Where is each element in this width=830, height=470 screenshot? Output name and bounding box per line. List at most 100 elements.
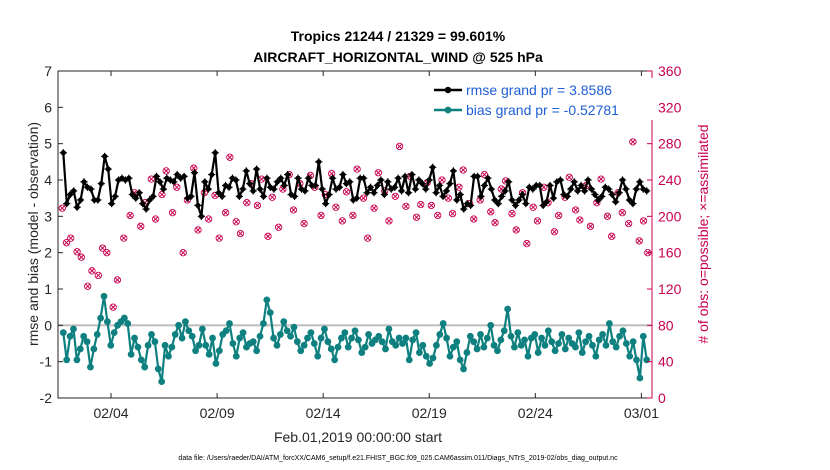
rmse-point [577,181,585,190]
obs-assimilated-marker [551,229,557,235]
obs-possible-marker [374,169,382,177]
bias-point [229,340,237,347]
rmse-point [97,180,105,188]
bias-point [327,345,335,353]
bias-point [232,352,240,360]
rmse-point [567,185,575,193]
obs-possible-marker [523,239,531,248]
obs-assimilated-marker [195,227,201,233]
bias-point [395,334,403,342]
bias-point [548,338,556,346]
bias-point [382,345,389,353]
obs-assimilated-stroke [159,191,165,198]
obs-possible-marker [444,194,452,202]
legend-box [432,78,654,120]
rmse-point [235,192,243,200]
rmse-point [370,189,378,197]
y-tick-label-right: 240 [658,172,682,188]
bias-point [616,332,623,340]
bias-point [344,343,352,351]
obs-assimilated-stroke [174,184,180,190]
rmse-point [435,181,444,190]
obs-assimilated-stroke [636,238,642,244]
obs-assimilated-marker [636,238,642,244]
rmse-point [249,187,257,195]
legend: rmse grand pr = 3.8586 bias grand pr = -… [432,78,654,120]
bias-point [215,347,223,355]
rmse-point [498,192,506,200]
bias-point [222,327,230,335]
rmse-point [598,192,606,200]
rmse-point [449,167,457,175]
bias-point [141,363,149,371]
obs-assimilated-stroke [206,216,212,222]
bias-point [198,325,206,333]
bias-point [300,341,308,349]
rmse-point [76,196,85,204]
bias-point [555,340,562,347]
obs-possible-marker [173,183,181,191]
bias-point [378,338,386,346]
bias-point [494,347,501,355]
rmse-point [170,178,178,186]
bias-point [453,338,461,346]
x-tick-label: 02/09 [200,405,235,421]
obs-assimilated-marker [301,221,307,227]
obs-assimilated-stroke [68,235,74,241]
bias-point [310,340,318,347]
obs-assimilated-stroke [577,217,583,223]
bias-point [436,331,444,338]
rmse-point [256,185,264,193]
bias-point [195,341,203,349]
bias-point [348,334,356,342]
obs-assimilated-stroke [95,272,101,278]
obs-possible-marker [58,204,66,212]
rmse-point [173,170,181,179]
obs-assimilated-stroke [460,167,466,173]
footnote: data file: /Users/raeder/DAI/ATM_forcXX/… [178,455,618,462]
obs-assimilated-stroke [587,223,594,229]
obs-assimilated-stroke [254,202,260,208]
rmse-point [259,192,268,200]
obs-assimilated-marker [396,143,403,149]
bias-point [402,334,410,342]
rmse-point [363,189,371,197]
obs-assimilated-marker [78,254,84,260]
y-tick-label-right: 320 [658,99,682,115]
obs-possible-marker [412,213,421,221]
obs-assimilated-marker [276,224,282,230]
obs-possible-marker [73,248,81,256]
obs-assimilated-stroke [403,203,409,209]
rmse-point [108,200,116,208]
bias-point [127,351,135,358]
obs-assimilated-marker [598,176,604,182]
bias-point [622,340,630,347]
rmse-point [587,185,596,193]
obs-possible-marker [571,206,580,214]
rmse-point [632,185,640,193]
obs-assimilated-marker [509,211,515,217]
obs-possible-marker [608,232,616,240]
bias-point [165,352,172,360]
obs-possible-marker [300,219,308,228]
obs-possible-marker [179,249,187,257]
rmse-point [190,169,199,177]
bias-point [589,341,596,349]
obs-assimilated-marker [99,245,106,251]
obs-assimilated-marker [630,139,636,145]
obs-assimilated-marker [333,204,339,210]
rmse-point [301,187,309,195]
bias-point [565,334,573,342]
obs-possible-marker [88,267,96,275]
obs-possible-marker [253,201,262,210]
obs-assimilated-stroke [110,304,116,310]
obs-possible-marker [317,211,325,220]
rmse-point [284,170,292,179]
rmse-point [460,205,468,213]
bias-point [171,331,179,338]
x-tick-label: 03/01 [624,405,659,421]
obs-assimilated-stroke [104,250,110,256]
bias-point [480,343,488,351]
bias-point [290,323,298,331]
